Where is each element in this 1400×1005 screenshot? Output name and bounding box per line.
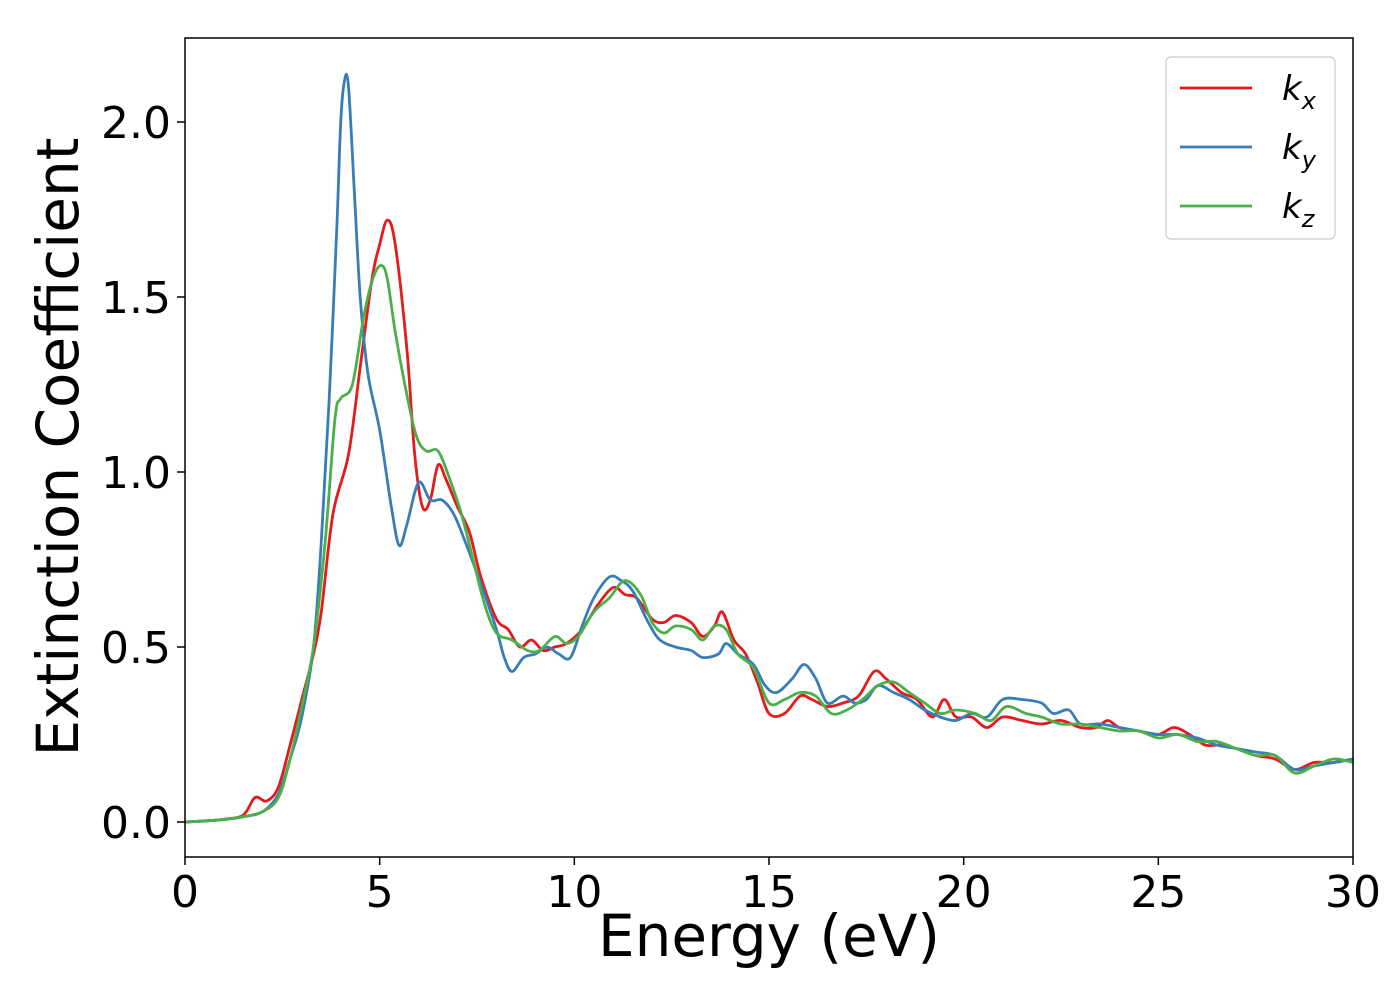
x-axis-title: Energy (eV)	[598, 902, 940, 970]
x-tick-label: 20	[936, 867, 992, 918]
legend-label-ky: ky	[1282, 128, 1317, 174]
series-line-ky	[185, 72, 1353, 824]
x-tick-label: 25	[1130, 867, 1186, 918]
x-tick-label: 15	[741, 867, 797, 918]
legend-label-kz: kz	[1282, 187, 1316, 233]
y-tick-label: 0.5	[101, 623, 171, 674]
y-tick-label: 1.5	[101, 273, 171, 324]
y-tick-label: 1.0	[101, 448, 171, 499]
x-tick-label: 30	[1325, 867, 1381, 918]
legend: kx ky kz	[1165, 56, 1336, 240]
legend-label-kx: kx	[1282, 69, 1317, 115]
x-tick-label: 0	[171, 867, 199, 918]
y-axis: 0.0 0.5 1.0 1.5 2.0	[101, 98, 185, 849]
series-line-kz	[185, 264, 1353, 824]
x-tick-label: 5	[366, 867, 394, 918]
x-axis: 0 5 10 15 20 25 30	[171, 857, 1381, 918]
y-axis-title: Extinction Coefficient	[24, 138, 92, 757]
y-tick-label: 0.0	[101, 798, 171, 849]
x-tick-label: 10	[546, 867, 602, 918]
series-layer	[185, 72, 1353, 824]
y-tick-label: 2.0	[101, 98, 171, 149]
